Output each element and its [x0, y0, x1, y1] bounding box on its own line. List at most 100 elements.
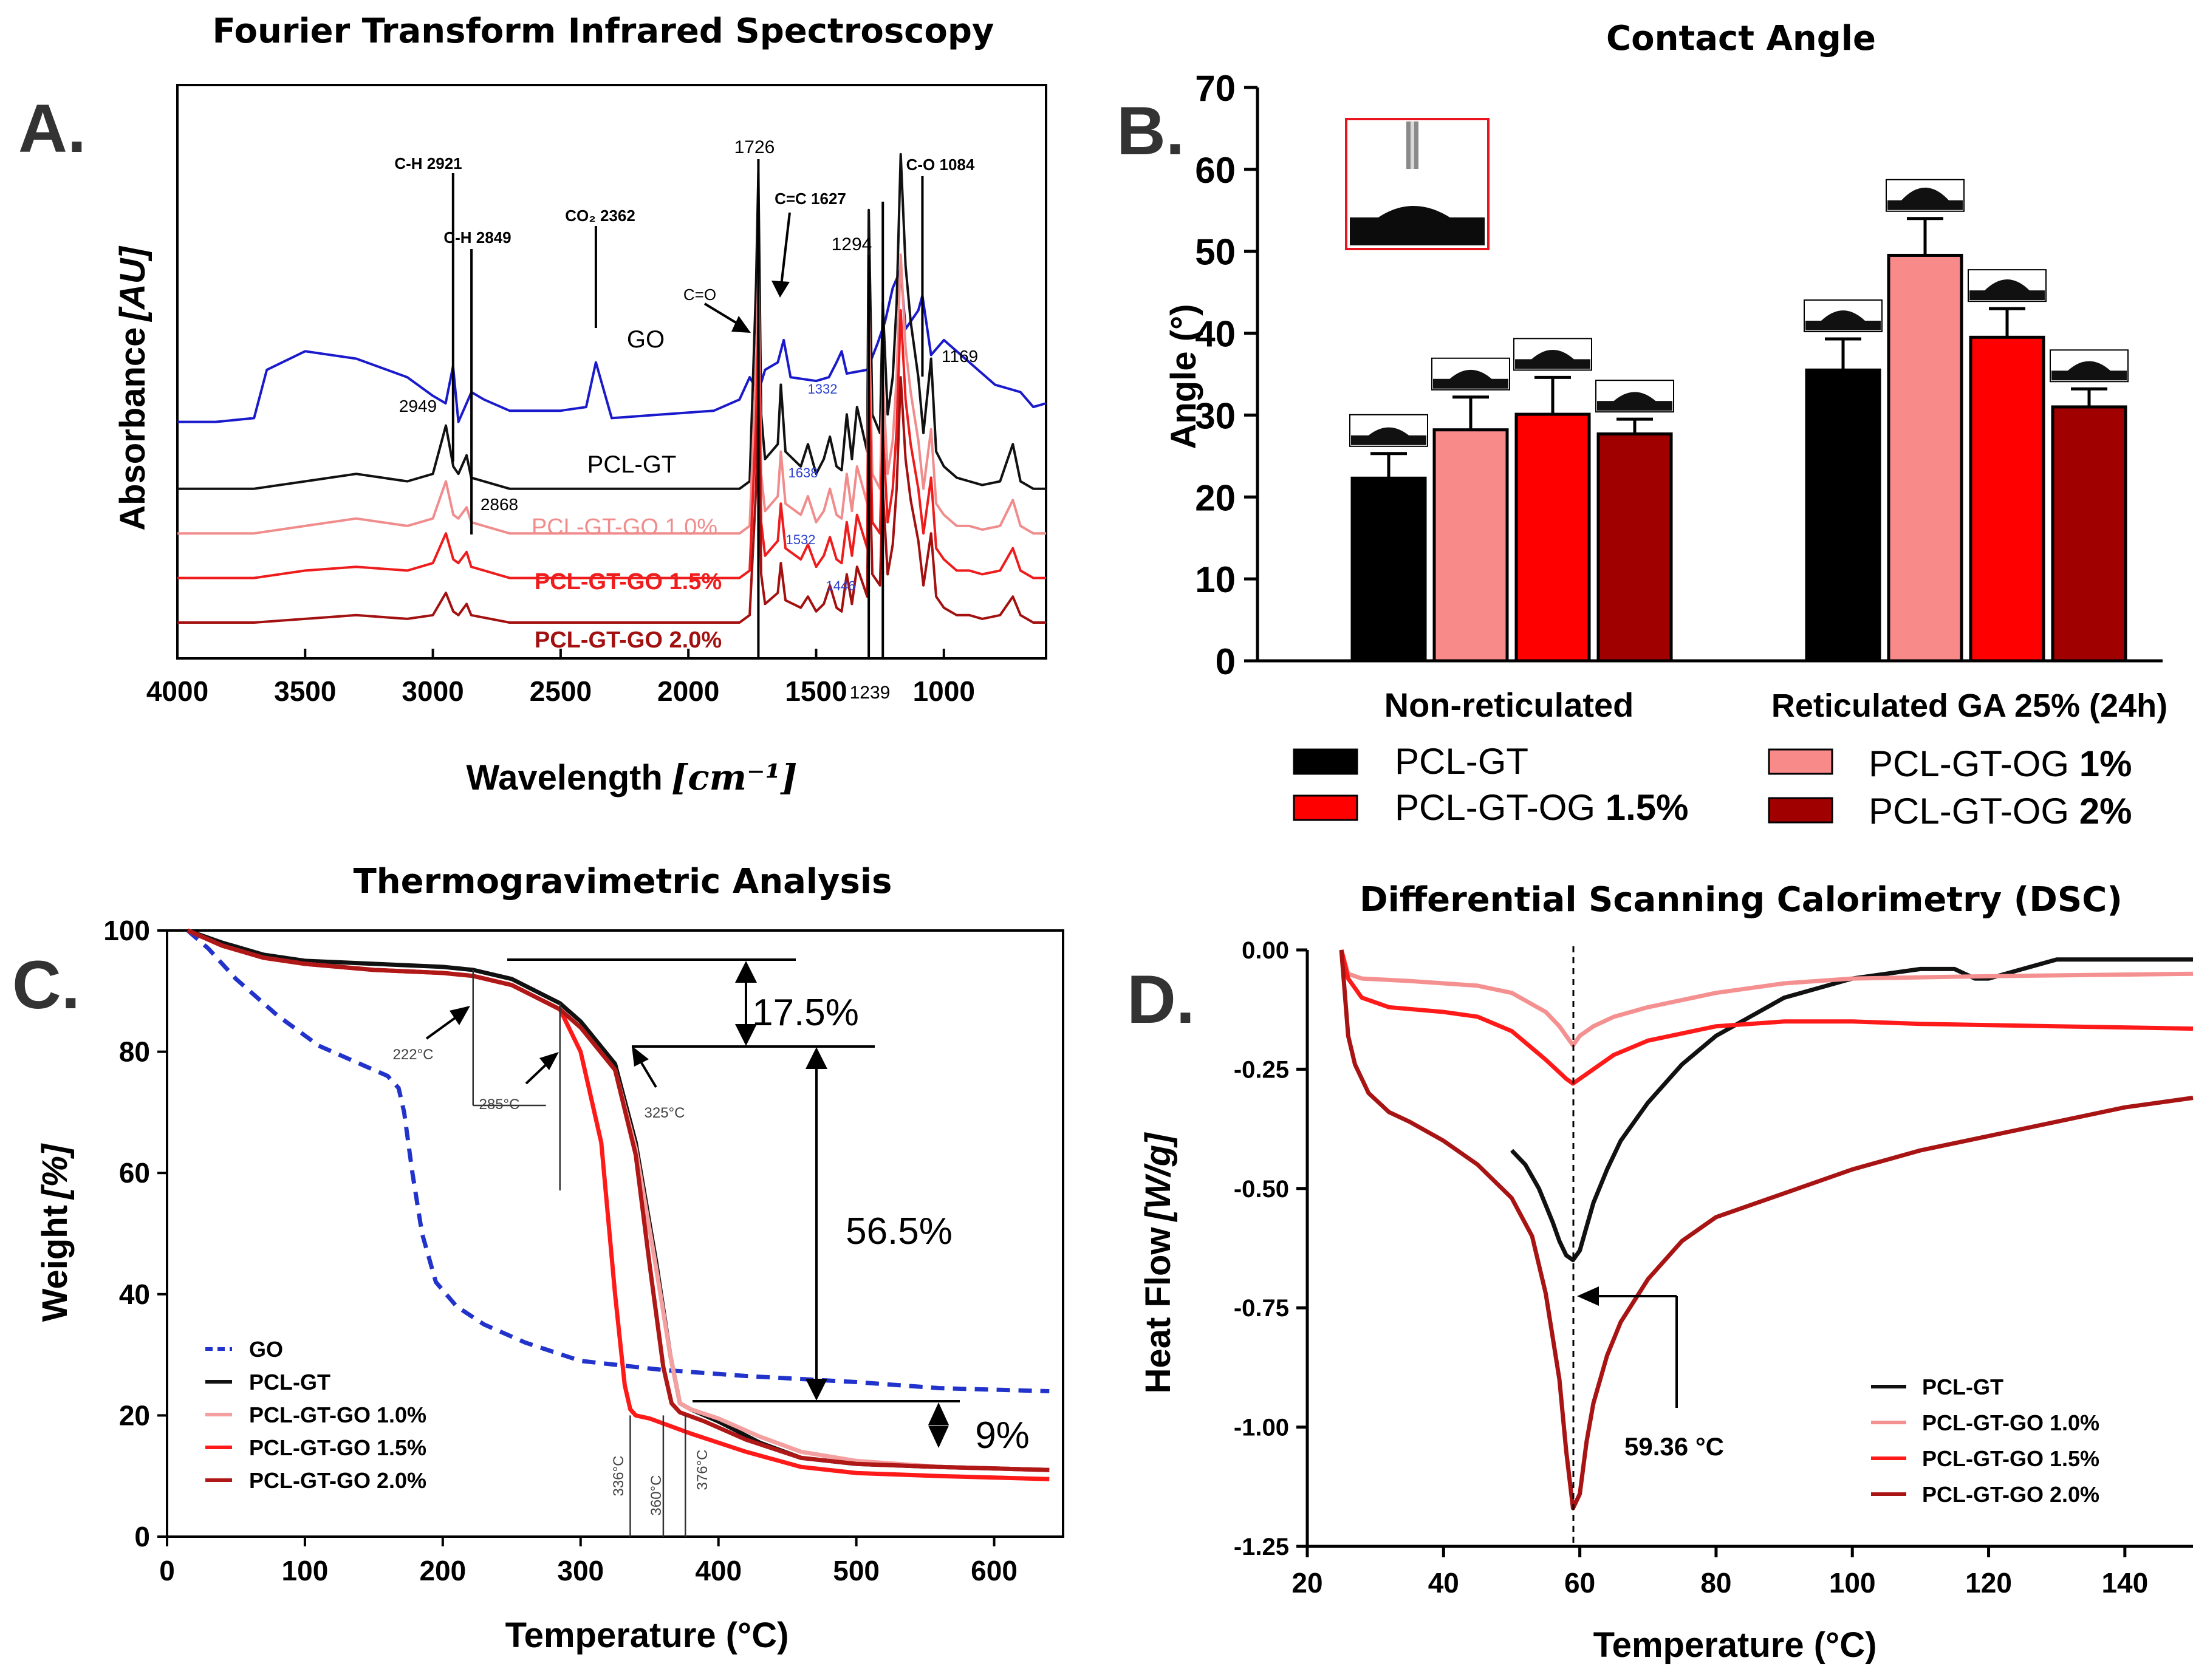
tga-ytick-label: 60 [119, 1157, 150, 1189]
ca-legend-swatch-pclgt [1293, 748, 1358, 775]
tga-xlabel: Temperature (°C) [505, 1616, 789, 1655]
tga-ytick-label: 20 [119, 1399, 150, 1431]
ca-ytick-label: 20 [1195, 477, 1236, 518]
tga-plot-frame [166, 929, 1064, 1538]
ftir-ann-ch2921: C-H 2921 [394, 154, 462, 172]
ca-legend: PCL-GT PCL-GT-OG 1.5% PCL-GT-OG 1% PCL-G… [1293, 741, 2132, 831]
svg-text:Heat Flow[W/g]: Heat Flow[W/g] [1138, 1132, 1178, 1394]
ca-droplet-thumb [1349, 414, 1428, 447]
ftir-label-go10: PCL-GT-GO 1.0% [532, 514, 717, 540]
ca-y-axis-title: Angle (°) [1164, 304, 1203, 449]
dsc-legend-go15: PCL-GT-GO 1.5% [1922, 1446, 2099, 1471]
panel-c-label: C. [12, 947, 80, 1023]
ca-legend-og15: PCL-GT-OG 1.5% [1395, 787, 1688, 828]
ca-droplet-thumb [1804, 299, 1883, 333]
tga-xtick-label: 400 [695, 1555, 742, 1586]
ca-ytick-label: 70 [1195, 68, 1236, 109]
tga-ann-376: 376°C [694, 1450, 711, 1490]
ftir-xtick-label: 4000 [146, 675, 208, 707]
tga-legend-go20: PCL-GT-GO 2.0% [249, 1468, 426, 1493]
ca-bar-pcl-gt-og-1-5-1 [1969, 335, 2045, 663]
contact-angle-title: Contact Angle [1606, 19, 1876, 58]
panel-d-dsc: Differential Scanning Calorimetry (DSC) … [1127, 880, 2194, 1665]
ftir-xtick-label: 1500 [785, 675, 847, 707]
tga-ann-336: 336°C [611, 1456, 627, 1497]
ca-bar-pcl-gt-og-1-5-0 [1514, 412, 1591, 663]
dsc-line-pcl-gt [1510, 957, 2193, 1263]
dsc-ytick-label: -0.25 [1234, 1056, 1289, 1083]
droplet-inset-image [1345, 118, 1490, 250]
tga-ann-336-group: 336°C [611, 1456, 627, 1497]
dsc-legend: PCL-GT PCL-GT-GO 1.0% PCL-GT-GO 1.5% PCL… [1871, 1374, 2099, 1507]
ftir-ann-2949: 2949 [399, 397, 437, 415]
dsc-ytick-label: -0.50 [1234, 1176, 1289, 1203]
ftir-ann-co: C=O [683, 285, 716, 304]
ftir-ann-ch2849: C-H 2849 [443, 228, 511, 247]
tga-ann-360: 360°C [648, 1475, 665, 1516]
ftir-label-go20: PCL-GT-GO 2.0% [535, 627, 722, 653]
ca-legend-pclgt: PCL-GT [1395, 741, 1528, 782]
tga-ytick-label: 80 [119, 1036, 150, 1068]
tga-ylabel: Weight [35, 1205, 75, 1322]
ftir-xtick-label: 3500 [274, 675, 336, 707]
ftir-plot-frame [176, 84, 1047, 660]
panel-d-label: D. [1127, 961, 1195, 1037]
tga-line-go [186, 929, 1050, 1393]
tga-ann-9: 9% [975, 1415, 1030, 1456]
ftir-line-pcl-gt-go-2-0 [177, 376, 1046, 624]
tga-xtick-label: 500 [833, 1555, 880, 1586]
dsc-ytick-label: -0.75 [1234, 1295, 1289, 1322]
ftir-ann-1169: 1169 [942, 347, 978, 366]
dsc-yunit: [W/g] [1138, 1132, 1178, 1223]
ftir-ann-1726: 1726 [734, 137, 775, 157]
tga-legend: GO PCL-GT PCL-GT-GO 1.0% PCL-GT-GO 1.5% … [205, 1337, 426, 1493]
ca-bar-pcl-gt-og-2-1 [2051, 405, 2127, 663]
ftir-xunit: [cm⁻¹] [671, 757, 798, 798]
tga-xtick-label: 100 [282, 1555, 329, 1586]
ftir-ann-co2: CO₂ 2362 [565, 207, 635, 225]
ftir-line-pcl-gt [177, 152, 1046, 490]
dsc-ytick-label: 0.00 [1242, 937, 1289, 964]
ca-ylabel: Angle (°) [1164, 304, 1203, 449]
dsc-xtick-label: 40 [1428, 1567, 1459, 1599]
ca-bar-pcl-gt-og-2-0 [1596, 432, 1673, 663]
dsc-legend-pclgt: PCL-GT [1922, 1374, 2003, 1399]
tga-xtick-label: 600 [971, 1555, 1018, 1586]
ftir-ann-1638: 1638 [789, 465, 818, 480]
ca-legend-og2: PCL-GT-OG 2% [1869, 791, 2132, 831]
dsc-title: Differential Scanning Calorimetry (DSC) [1360, 880, 2123, 920]
tga-legend-pclgt: PCL-GT [249, 1370, 330, 1395]
dsc-xtick-label: 80 [1700, 1567, 1731, 1599]
ca-ytick-label: 10 [1195, 559, 1236, 600]
ftir-peak-markers [451, 159, 924, 658]
dsc-xtick-label: 140 [2101, 1567, 2148, 1599]
ca-ytick-label: 60 [1195, 150, 1236, 191]
dsc-xtick-label: 120 [1965, 1567, 2012, 1599]
panel-b-label: B. [1117, 93, 1185, 169]
ca-ytick-label: 30 [1195, 395, 1236, 436]
dsc-axes: 20 40 60 80 100 120 140 0.00 -0.25 -0.50 -0.75 -1.0… [1234, 937, 2193, 1599]
tga-ann-565: 56.5% [846, 1210, 953, 1252]
ftir-ann-1239: 1239 [850, 683, 891, 703]
tga-xtick-label: 0 [159, 1555, 175, 1586]
dsc-ylabel: Heat Flow [1138, 1227, 1178, 1394]
ftir-ann-go: GO [627, 326, 665, 353]
dsc-legend-go10: PCL-GT-GO 1.0% [1922, 1410, 2099, 1435]
ca-droplet-thumb [1886, 179, 1965, 212]
tga-ann-360-group: 360°C [648, 1475, 665, 1516]
ftir-line-pcl-gt-go-1-0 [177, 253, 1046, 535]
ca-bar-pcl-gt-og-1-1 [1887, 253, 1963, 663]
ftir-ann-cc1627: C=C 1627 [775, 190, 846, 208]
ftir-y-axis-title: Absorbance [AU] [113, 246, 152, 531]
ftir-ylabel: Absorbance [113, 327, 152, 531]
ftir-ann-1446: 1446 [826, 578, 856, 593]
dsc-xtick-label: 100 [1829, 1567, 1876, 1599]
tga-y-axis-title: Weight [%] [35, 1143, 75, 1322]
ftir-ann-1294: 1294 [832, 234, 872, 254]
ftir-label-go15: PCL-GT-GO 1.5% [535, 569, 722, 595]
ca-bars [1349, 179, 2129, 663]
dsc-xtick-label: 20 [1291, 1567, 1322, 1599]
tga-ytick-label: 0 [134, 1521, 150, 1552]
ca-legend-swatch-og2 [1768, 797, 1833, 824]
